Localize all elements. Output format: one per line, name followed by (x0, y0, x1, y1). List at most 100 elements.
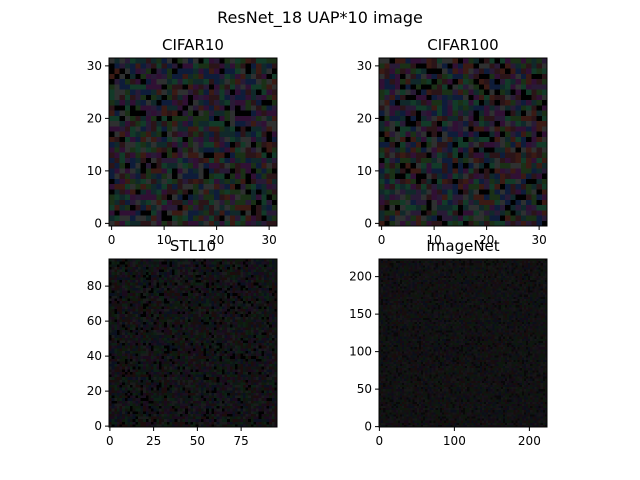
noise-pixel (182, 68, 189, 75)
noise-pixel (250, 287, 254, 291)
noise-pixel (224, 374, 228, 378)
noise-pixel (489, 126, 495, 132)
noise-pixel (185, 314, 189, 318)
noise-pixel (379, 142, 385, 148)
noise-pixel (526, 73, 532, 80)
noise-pixel (452, 184, 459, 190)
noise-pixel (536, 94, 543, 101)
noise-pixel (405, 131, 411, 138)
noise-pixel (195, 324, 199, 328)
noise-pixel (148, 308, 152, 312)
noise-pixel (520, 136, 527, 143)
noise-pixel (256, 327, 259, 331)
noise-pixel (156, 303, 160, 307)
noise-pixel (505, 121, 511, 127)
noise-pixel (177, 215, 183, 222)
noise-pixel (122, 327, 126, 331)
noise-pixel (140, 332, 144, 336)
noise-pixel (224, 58, 231, 64)
noise-pixel (229, 343, 233, 346)
noise-pixel (245, 79, 252, 85)
noise-pixel (164, 266, 168, 270)
noise-pixel (261, 105, 267, 111)
noise-pixel (478, 79, 485, 85)
noise-pixel (240, 94, 246, 101)
noise-pixel (421, 73, 427, 80)
noise-pixel (541, 184, 548, 190)
noise-pixel (405, 126, 411, 132)
noise-pixel (172, 280, 175, 283)
noise-pixel (177, 301, 181, 304)
noise-pixel (274, 306, 278, 310)
noise-pixel (114, 290, 118, 294)
noise-pixel (250, 298, 254, 302)
noise-pixel (421, 163, 427, 169)
noise-pixel (137, 348, 141, 352)
noise-pixel (193, 340, 196, 344)
noise-pixel (261, 329, 265, 333)
noise-pixel (229, 348, 233, 352)
noise-pixel (182, 366, 186, 370)
noise-pixel (130, 319, 133, 323)
noise-pixel (256, 319, 259, 323)
noise-pixel (499, 205, 506, 211)
noise-pixel (250, 364, 254, 367)
noise-pixel (457, 142, 464, 148)
noise-pixel (172, 142, 178, 148)
noise-pixel (457, 58, 464, 64)
noise-pixel (109, 121, 115, 127)
noise-pixel (232, 340, 236, 344)
noise-pixel (379, 131, 385, 138)
noise-pixel (224, 329, 228, 333)
noise-pixel (200, 337, 204, 341)
noise-pixel (140, 152, 147, 159)
noise-pixel (161, 168, 168, 174)
noise-pixel (219, 73, 225, 80)
noise-pixel (240, 84, 246, 90)
noise-pixel (151, 168, 157, 174)
noise-pixel (484, 105, 490, 111)
noise-pixel (536, 126, 543, 132)
y-tick-label: 30 (357, 59, 372, 73)
noise-pixel (135, 298, 139, 302)
noise-pixel (127, 261, 131, 265)
noise-pixel (227, 261, 231, 265)
noise-pixel (452, 168, 459, 174)
noise-pixel (240, 329, 244, 333)
noise-pixel (457, 215, 464, 222)
noise-pixel (253, 293, 257, 297)
noise-pixel (177, 89, 183, 96)
noise-pixel (172, 168, 178, 174)
noise-pixel (193, 168, 199, 174)
noise-pixel (137, 264, 141, 268)
noise-pixel (145, 58, 152, 64)
noise-pixel (232, 303, 236, 307)
noise-pixel (421, 168, 427, 174)
noise-pixel (140, 280, 144, 283)
noise-pixel (258, 345, 262, 349)
noise-pixel (172, 295, 175, 299)
noise-pixel (248, 280, 252, 283)
noise-pixel (541, 73, 548, 80)
noise-pixel (158, 293, 162, 297)
noise-pixel (229, 316, 233, 320)
noise-pixel (266, 277, 270, 281)
noise-pixel (237, 277, 241, 281)
noise-pixel (468, 136, 474, 143)
noise-pixel (389, 142, 396, 148)
noise-pixel (114, 136, 120, 143)
noise-pixel (271, 73, 278, 80)
noise-pixel (195, 266, 199, 270)
noise-pixel (179, 293, 183, 297)
noise-pixel (208, 340, 212, 344)
noise-pixel (515, 115, 522, 122)
noise-pixel (214, 269, 217, 273)
noise-pixel (177, 374, 181, 378)
noise-pixel (261, 157, 267, 164)
noise-pixel (109, 266, 112, 270)
noise-pixel (384, 58, 390, 64)
noise-pixel (137, 272, 141, 276)
noise-pixel (400, 215, 406, 222)
noise-pixel (208, 79, 215, 85)
noise-pixel (224, 371, 228, 375)
